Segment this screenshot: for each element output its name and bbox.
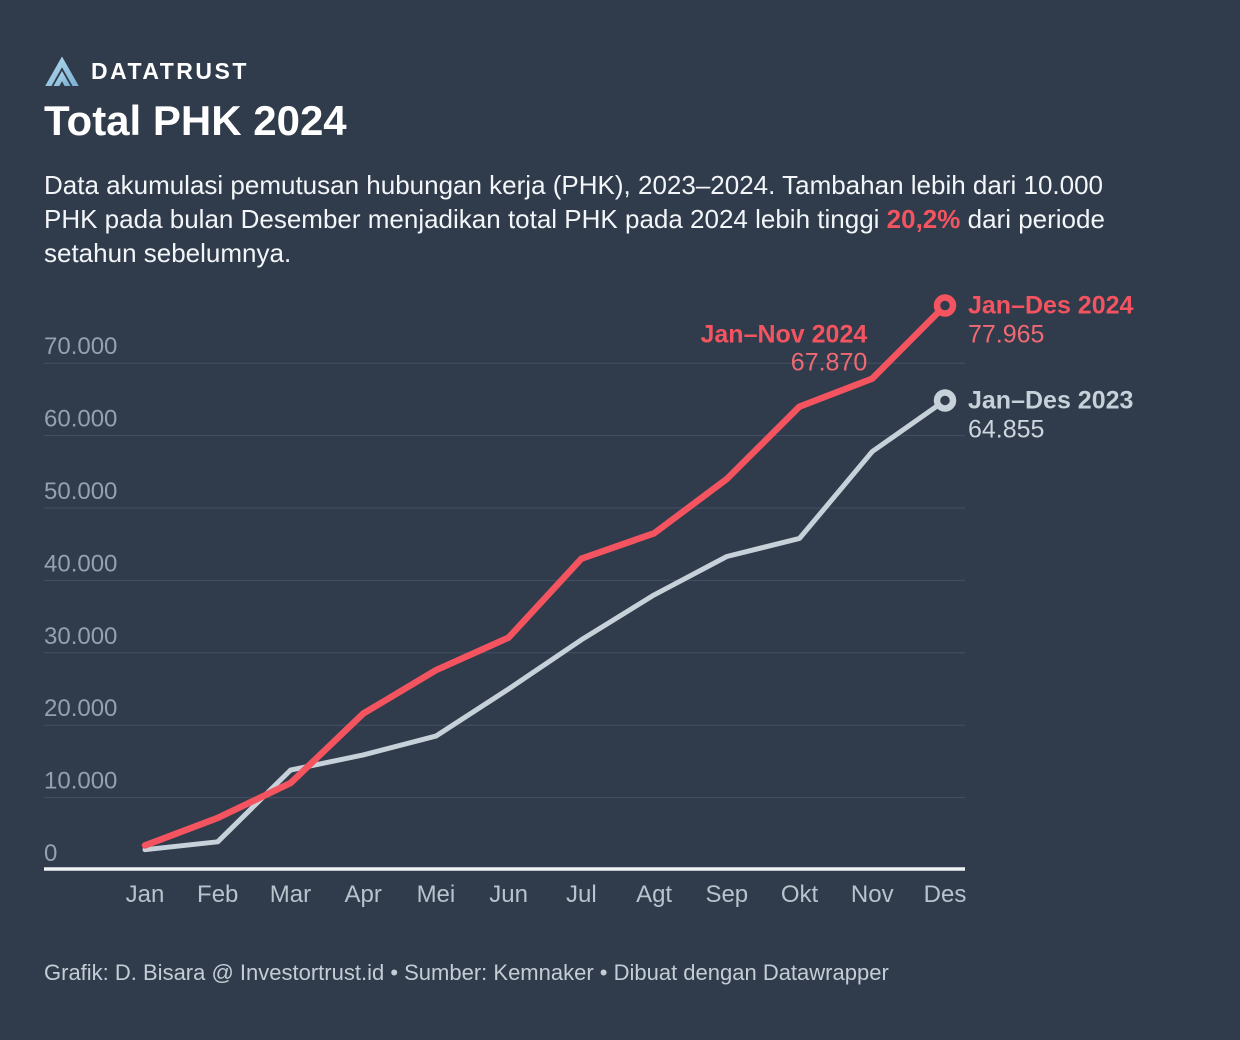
- x-tick-label: Mei: [417, 881, 456, 908]
- x-tick-label: Des: [924, 881, 967, 908]
- y-tick-label: 30.000: [44, 623, 117, 650]
- annotation-title: Jan–Des 2024: [968, 292, 1134, 320]
- annotation-value: 64.855: [968, 415, 1044, 443]
- x-tick-label: Jan: [126, 881, 165, 908]
- annotation-title: Jan–Nov 2024: [700, 321, 867, 349]
- annotation-value: 67.870: [791, 349, 867, 377]
- y-tick-label: 60.000: [44, 406, 117, 433]
- x-tick-label: Jul: [566, 881, 597, 908]
- description-text: PHK pada bulan Desember menjadikan total…: [44, 204, 887, 234]
- end-marker-2023: [933, 389, 957, 412]
- y-tick-label: 70.000: [44, 333, 117, 360]
- brand-header: DATATRUST: [44, 56, 249, 86]
- x-tick-label: Sep: [705, 881, 748, 908]
- x-tick-label: Apr: [345, 881, 382, 908]
- line-chart: 0 10.000 20.000 30.000 40.000 50.000 60.000 70.…: [0, 280, 1240, 940]
- chart-description: Data akumulasi pemutusan hubungan kerja …: [44, 168, 1204, 270]
- description-line: setahun sebelumnya.: [44, 236, 1204, 270]
- y-tick-label: 50.000: [44, 478, 117, 505]
- y-tick-label: 10.000: [44, 768, 117, 795]
- end-marker-2024: [933, 294, 957, 317]
- series-line-2023: [142, 397, 948, 853]
- highlight-percentage: 20,2%: [886, 204, 961, 234]
- brand-name: DATATRUST: [91, 57, 249, 84]
- description-text: dari periode: [960, 204, 1105, 234]
- page-title: Total PHK 2024: [44, 97, 347, 144]
- y-tick-label: 0: [44, 840, 57, 867]
- description-text: Data akumulasi pemutusan hubungan kerja …: [44, 170, 1104, 200]
- datatrust-logo-icon: [45, 56, 79, 86]
- x-tick-label: Agt: [636, 881, 672, 908]
- line-chart-canvas: 0 10.000 20.000 30.000 40.000 50.000 60.000 70.…: [44, 292, 1134, 908]
- x-tick-label: Feb: [197, 881, 238, 908]
- y-tick-label: 40.000: [44, 550, 117, 577]
- chart-footer-attribution: Grafik: D. Bisara @ Investortrust.id • S…: [44, 960, 889, 985]
- x-tick-label: Mar: [270, 881, 311, 908]
- description-line: Data akumulasi pemutusan hubungan kerja …: [44, 168, 1204, 202]
- x-tick-label: Okt: [781, 881, 819, 908]
- x-tick-label: Jun: [489, 881, 528, 908]
- series-line-2024: [141, 302, 949, 849]
- description-text: setahun sebelumnya.: [44, 238, 292, 268]
- x-tick-label: Nov: [851, 881, 894, 908]
- annotation-value: 77.965: [968, 321, 1044, 349]
- y-tick-label: 20.000: [44, 695, 117, 722]
- annotation-title: Jan–Des 2023: [968, 386, 1133, 414]
- description-line: PHK pada bulan Desember menjadikan total…: [44, 202, 1204, 236]
